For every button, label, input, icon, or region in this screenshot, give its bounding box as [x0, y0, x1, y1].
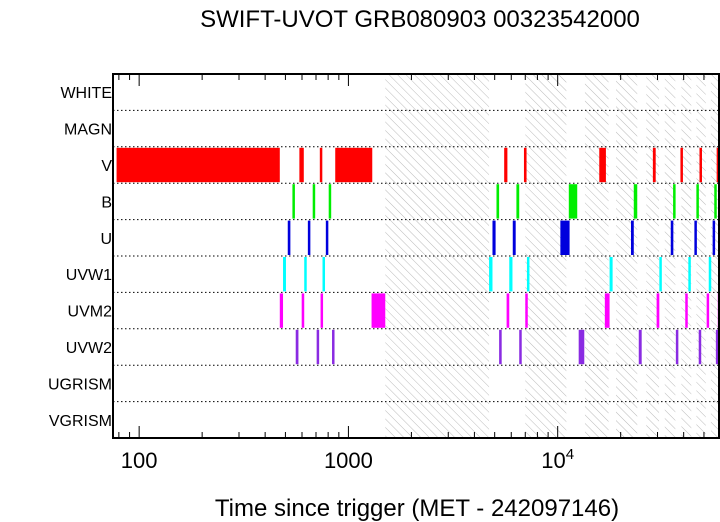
exposure-bar-uvm2-9 — [706, 293, 710, 328]
exposure-bar-uvw2-8 — [698, 329, 702, 365]
x-tick-label: 100 — [121, 448, 158, 473]
exposure-bar-v-7 — [652, 147, 656, 183]
exposure-bar-uvw1-1 — [304, 257, 307, 292]
row-label-v: V — [101, 158, 112, 175]
exposure-bar-uvw1-3 — [489, 257, 493, 292]
exposure-bar-uvm2-2 — [320, 293, 324, 328]
exposure-bar-v-5 — [523, 147, 527, 183]
exposure-bar-uvm2-6 — [604, 293, 610, 328]
exposure-bar-uvw1-2 — [322, 257, 326, 292]
exposure-bar-uvm2-0 — [279, 293, 284, 328]
exposure-bar-u-0 — [287, 220, 291, 255]
exposure-bar-uvw2-4 — [519, 329, 522, 365]
observation-gaps — [385, 74, 719, 438]
exposure-bar-u-4 — [512, 220, 516, 255]
exposure-bar-u-6 — [630, 220, 634, 255]
exposure-bar-uvw1-8 — [688, 257, 691, 292]
exposure-bar-uvm2-7 — [656, 293, 660, 328]
exposure-bar-u-5 — [560, 220, 570, 255]
exposure-bar-u-2 — [325, 220, 329, 255]
exposure-bar-uvm2-1 — [301, 293, 305, 328]
x-axis-label: Time since trigger (MET - 242097146) — [215, 495, 619, 522]
chart-title: SWIFT-UVOT GRB080903 00323542000 — [200, 6, 640, 33]
exposure-bar-u-9 — [712, 220, 716, 255]
exposure-bar-b-9 — [714, 184, 717, 219]
exposure-bar-v-6 — [599, 147, 606, 183]
exposure-bar-u-7 — [670, 220, 674, 255]
exposure-bar-uvw2-3 — [499, 329, 502, 365]
exposure-bar-b-6 — [633, 184, 638, 219]
exposure-bar-u-8 — [694, 220, 697, 255]
exposure-bar-v-4 — [504, 147, 508, 183]
exposure-bar-uvw1-6 — [609, 257, 613, 292]
exposure-bar-uvw2-7 — [675, 329, 679, 365]
exposure-bar-uvw2-0 — [295, 329, 299, 365]
exposure-bar-b-4 — [516, 184, 520, 219]
x-tick-label: 104 — [541, 446, 574, 473]
exposure-bar-b-5 — [568, 184, 578, 219]
exposure-bar-b-1 — [312, 184, 316, 219]
exposure-bar-uvw1-0 — [283, 257, 286, 292]
exposure-bar-uvw2-2 — [332, 329, 335, 365]
exposure-bar-b-3 — [496, 184, 500, 219]
exposure-bar-uvw2-1 — [316, 329, 320, 365]
x-tick-label: 1000 — [324, 448, 373, 473]
exposure-bar-v-9 — [699, 147, 702, 183]
gap-interval-4 — [646, 74, 660, 438]
exposure-bar-uvw1-7 — [659, 257, 662, 292]
exposure-bar-uvm2-8 — [685, 293, 688, 328]
exposure-bar-v-3 — [335, 147, 373, 183]
exposure-bar-v-1 — [299, 147, 304, 183]
gap-interval-8 — [710, 74, 719, 438]
row-label-ugrism: UGRISM — [48, 376, 112, 393]
x-axis: 100 1000 104 — [118, 74, 705, 473]
exposure-bar-v-8 — [680, 147, 683, 183]
exposure-bar-u-1 — [307, 220, 311, 255]
exposure-bar-v-2 — [319, 147, 323, 183]
exposure-bar-uvw1-5 — [526, 257, 530, 292]
exposure-bar-uvw2-6 — [638, 329, 642, 365]
exposure-bar-uvw1-9 — [708, 257, 712, 292]
exposure-bar-b-0 — [292, 184, 295, 219]
exposure-bar-b-7 — [673, 184, 676, 219]
gap-interval-3 — [616, 74, 638, 438]
row-label-b: B — [101, 194, 112, 211]
row-label-uvm2: UVM2 — [68, 304, 113, 321]
exposure-bar-uvm2-4 — [506, 293, 510, 328]
exposure-bar-uvw2-9 — [715, 329, 719, 365]
row-label-white: WHITE — [60, 85, 112, 102]
exposure-bar-b-8 — [696, 184, 699, 219]
row-label-magn: MAGN — [64, 122, 112, 139]
row-label-uvw1: UVW1 — [66, 267, 112, 284]
exposure-bar-u-3 — [492, 220, 496, 255]
exposure-bar-v-0 — [116, 147, 280, 183]
row-label-uvw2: UVW2 — [66, 340, 112, 357]
exposure-bar-uvm2-3 — [371, 293, 386, 328]
filter-rows: WHITE MAGN V B U UVW1 UVM2 UVW2 UGRISM VGRISM — [48, 85, 719, 430]
row-label-u: U — [100, 231, 112, 248]
exposure-bars — [116, 147, 720, 365]
exposure-bar-uvw2-5 — [578, 329, 585, 365]
exposure-bar-uvw1-4 — [509, 257, 513, 292]
exposure-bar-v-10 — [716, 147, 720, 183]
exposure-bar-b-2 — [328, 184, 332, 219]
row-label-vgrism: VGRISM — [49, 413, 112, 430]
plot-frame — [112, 73, 720, 439]
exposure-bar-uvm2-5 — [525, 293, 528, 328]
